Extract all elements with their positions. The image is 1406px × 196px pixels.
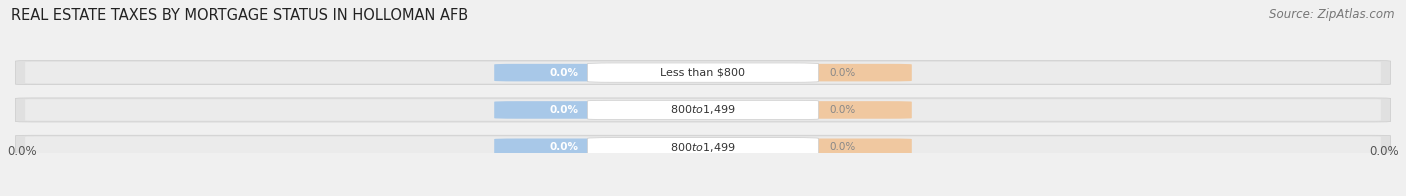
Text: $800 to $1,499: $800 to $1,499 bbox=[671, 141, 735, 154]
Text: 0.0%: 0.0% bbox=[1369, 145, 1399, 158]
Text: 0.0%: 0.0% bbox=[550, 68, 578, 78]
FancyBboxPatch shape bbox=[25, 137, 1381, 158]
Text: 0.0%: 0.0% bbox=[550, 105, 578, 115]
Text: 0.0%: 0.0% bbox=[550, 142, 578, 152]
Text: 0.0%: 0.0% bbox=[830, 142, 855, 152]
Text: Source: ZipAtlas.com: Source: ZipAtlas.com bbox=[1270, 8, 1395, 21]
Text: 0.0%: 0.0% bbox=[7, 145, 37, 158]
Text: REAL ESTATE TAXES BY MORTGAGE STATUS IN HOLLOMAN AFB: REAL ESTATE TAXES BY MORTGAGE STATUS IN … bbox=[11, 8, 468, 23]
Text: 0.0%: 0.0% bbox=[830, 105, 855, 115]
Text: $800 to $1,499: $800 to $1,499 bbox=[671, 103, 735, 116]
FancyBboxPatch shape bbox=[772, 139, 911, 156]
FancyBboxPatch shape bbox=[15, 61, 1391, 85]
FancyBboxPatch shape bbox=[495, 139, 633, 156]
Text: Less than $800: Less than $800 bbox=[661, 68, 745, 78]
FancyBboxPatch shape bbox=[25, 62, 1381, 83]
FancyBboxPatch shape bbox=[588, 138, 818, 157]
FancyBboxPatch shape bbox=[772, 64, 911, 81]
Text: 0.0%: 0.0% bbox=[830, 68, 855, 78]
FancyBboxPatch shape bbox=[15, 98, 1391, 122]
FancyBboxPatch shape bbox=[588, 63, 818, 82]
FancyBboxPatch shape bbox=[15, 135, 1391, 159]
FancyBboxPatch shape bbox=[588, 100, 818, 120]
FancyBboxPatch shape bbox=[25, 99, 1381, 121]
FancyBboxPatch shape bbox=[772, 101, 911, 119]
FancyBboxPatch shape bbox=[495, 101, 633, 119]
FancyBboxPatch shape bbox=[495, 64, 633, 81]
